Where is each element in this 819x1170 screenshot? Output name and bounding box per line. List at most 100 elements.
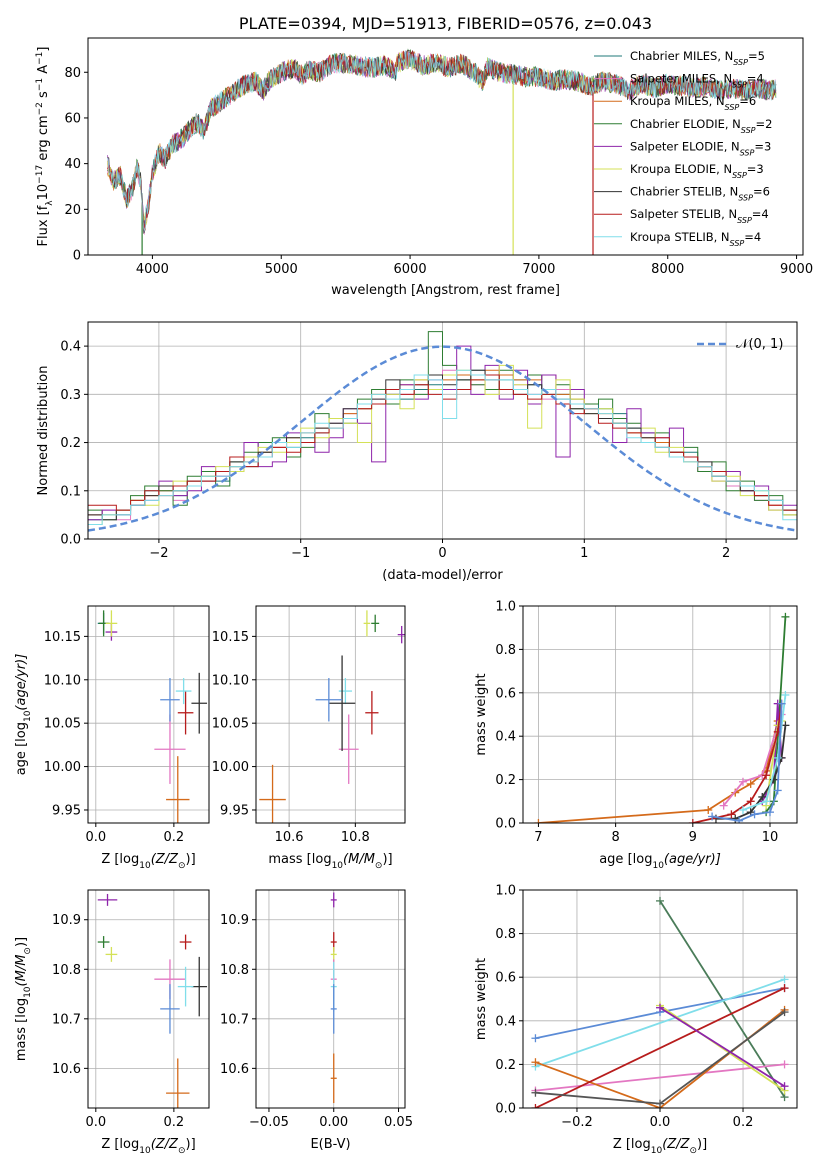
legend-name: Chabrier ELODIE, N xyxy=(630,117,741,131)
series-marker xyxy=(656,1099,664,1108)
series-line xyxy=(535,978,785,1068)
label-part: 10 xyxy=(139,861,151,871)
legend-name: Kroupa MILES, N xyxy=(630,94,725,108)
legend-subscript: SSP xyxy=(733,58,748,67)
x-tick-label: 10 xyxy=(762,830,779,845)
data-point xyxy=(179,934,192,950)
legend-subscript: SSP xyxy=(740,148,755,157)
legend-name: Chabrier MILES, N xyxy=(630,49,733,63)
data-point xyxy=(328,655,356,751)
label-part: s xyxy=(36,91,51,102)
series-line xyxy=(711,703,783,822)
y-tick-label: 0.0 xyxy=(495,1102,516,1117)
label-part: )] xyxy=(186,852,196,867)
label-part: 10 xyxy=(23,986,33,998)
label-part: λ xyxy=(45,200,55,206)
label-part: Z [log xyxy=(101,852,139,867)
legend-subscript: SSP xyxy=(730,238,745,247)
y-axis-label: mass weight xyxy=(474,673,489,755)
mass-vs-ebv-panel: −0.05 0.00 0.05 10.6 10.7 10.8 10.9 E(B-V) xyxy=(220,889,413,1152)
series-marker xyxy=(738,777,747,786)
legend-entry: Chabrier MILES, NSSP=5 xyxy=(630,49,765,67)
series-marker xyxy=(688,819,697,823)
mass-weight-vs-metallicity-panel: −0.2 0.0 0.2 0.0 0.2 0.4 0.6 0.8 1.0 Z [log10(Z/Z… xyxy=(474,884,798,1156)
y-tick-label: 0.8 xyxy=(495,927,516,942)
series-marker xyxy=(727,810,736,819)
legend-subscript: SSP xyxy=(732,80,747,89)
histogram-lines xyxy=(88,331,797,532)
y-tick-label: 9.95 xyxy=(220,803,249,818)
y-tick-label: 0.6 xyxy=(495,686,516,701)
x-tick-label: 0.0 xyxy=(85,830,106,845)
series-marker xyxy=(750,810,759,819)
data-point xyxy=(177,691,194,735)
x-tick-label: 0.00 xyxy=(319,1115,348,1130)
legend-entry: Salpeter ELODIE, NSSP=3 xyxy=(630,139,771,157)
y-tick-label: 10.7 xyxy=(52,1012,81,1027)
legend-count: =3 xyxy=(747,162,764,176)
legend-name: Salpeter ELODIE, N xyxy=(630,139,740,153)
series-marker xyxy=(762,797,771,806)
label-part: mass [log xyxy=(268,852,331,867)
label-part: (M/M xyxy=(14,955,29,987)
label-part: (Z/Z xyxy=(151,852,179,867)
y-axis-label: mass weight xyxy=(474,958,489,1040)
label-part: A xyxy=(36,65,51,78)
data-point xyxy=(160,678,180,722)
label-part: ⊙ xyxy=(23,947,33,955)
legend-entry: 𝒩(0, 1) xyxy=(736,337,783,352)
x-tick-label: 9 xyxy=(689,830,697,845)
label-part: (Z/Z xyxy=(151,1137,179,1152)
x-tick-label: −2 xyxy=(149,546,168,561)
y-tick-label: 0.4 xyxy=(60,340,81,355)
series-marker xyxy=(735,816,744,823)
data-point xyxy=(166,1058,190,1108)
y-tick-label: 20 xyxy=(64,203,81,218)
label-part: (age/yr)] xyxy=(14,654,29,711)
data-point xyxy=(338,678,353,705)
data-point xyxy=(330,984,337,1034)
y-tick-label: 0.8 xyxy=(495,643,516,658)
legend-name: Chabrier STELIB, N xyxy=(630,185,738,199)
y-tick-label: 0.2 xyxy=(495,773,516,788)
label-part: Z [log xyxy=(613,1137,651,1152)
label-part: Z [log xyxy=(101,1137,139,1152)
y-tick-label: 10.7 xyxy=(220,1012,249,1027)
label-part: −17 xyxy=(35,165,45,184)
x-axis-label: (data-model)/error xyxy=(382,568,503,583)
data-point xyxy=(160,984,180,1034)
label-part: 10 xyxy=(139,1146,151,1156)
x-tick-label: 1 xyxy=(580,546,588,561)
label-part: (Z/Z xyxy=(662,1137,690,1152)
spectrum-panel: 4000 5000 6000 7000 8000 9000 0 20 40 60 80 PLATE=0… xyxy=(35,14,813,298)
x-tick-label: 4000 xyxy=(136,262,169,277)
label-part: age [log xyxy=(599,852,652,867)
series-marker xyxy=(773,786,782,795)
y-axis-label: Normed distribution xyxy=(36,366,51,496)
y-tick-label: 10.10 xyxy=(212,673,249,688)
series-marker xyxy=(531,1058,540,1067)
label-part: 10 xyxy=(23,710,33,722)
legend-name: Salpeter MILES, N xyxy=(630,72,732,86)
legend-count: =4 xyxy=(747,72,764,86)
y-axis-label: age [log10(age/yr)] xyxy=(14,654,33,776)
y-tick-label: 60 xyxy=(64,111,81,126)
data-point xyxy=(191,672,208,734)
x-tick-label: 7 xyxy=(534,830,542,845)
x-tick-label: 9000 xyxy=(780,262,813,277)
series-marker xyxy=(531,1034,540,1043)
x-axis-label: E(B-V) xyxy=(310,1137,350,1152)
y-tick-label: 0.3 xyxy=(60,388,81,403)
gaussian-curve xyxy=(88,345,797,532)
series-marker xyxy=(746,779,755,788)
x-tick-label: 10.6 xyxy=(275,830,304,845)
histogram-step xyxy=(88,369,797,526)
y-tick-label: 0.6 xyxy=(495,971,516,986)
legend-subscript: SSP xyxy=(732,171,747,180)
label-part: 10 xyxy=(652,861,664,871)
axes-frame xyxy=(87,889,210,1109)
axes-frame xyxy=(87,321,798,540)
x-tick-label: 0.2 xyxy=(164,1115,185,1130)
data-point xyxy=(177,966,194,1007)
